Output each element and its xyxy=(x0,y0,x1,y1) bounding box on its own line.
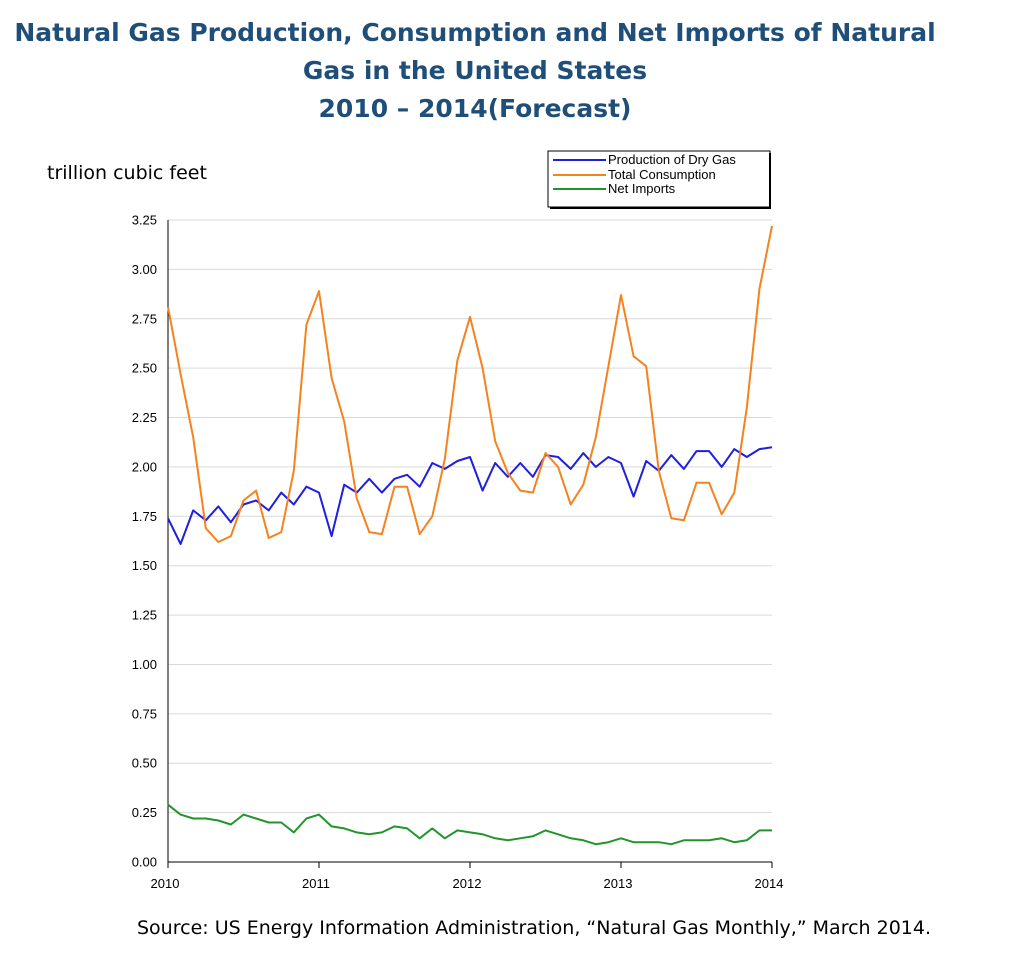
y-tick-labels: 0.00 0.25 0.50 0.75 1.00 1.25 1.50 1.75 2.00 2.25… xyxy=(132,213,157,870)
y-tick-label: 0.25 xyxy=(132,805,157,820)
y-tick-label: 1.25 xyxy=(132,608,157,623)
axes xyxy=(167,220,773,868)
title-line-2: Gas in the United States xyxy=(302,56,648,85)
legend-label: Net Imports xyxy=(608,181,676,196)
consumption-line xyxy=(167,225,773,543)
series-lines xyxy=(167,225,773,846)
x-tick-label: 2011 xyxy=(302,876,330,891)
title-line-1: Natural Gas Production, Consumption and … xyxy=(14,18,936,47)
y-tick-label: 3.25 xyxy=(132,213,157,228)
x-tick-label: 2014 xyxy=(755,876,784,891)
y-tick-label: 3.00 xyxy=(132,262,157,277)
title-line-3: 2010 – 2014(Forecast) xyxy=(318,94,632,123)
y-tick-label: 1.00 xyxy=(132,657,157,672)
source-note: Source: US Energy Information Administra… xyxy=(137,917,932,939)
y-tick-label: 1.75 xyxy=(132,509,157,524)
x-tick-label: 2010 xyxy=(151,876,180,891)
production-line xyxy=(167,446,773,545)
y-tick-label: 2.50 xyxy=(132,361,157,376)
y-tick-label: 0.50 xyxy=(132,756,157,771)
x-tick-label: 2013 xyxy=(604,876,633,891)
y-tick-label: 2.75 xyxy=(132,311,157,326)
x-tick-label: 2012 xyxy=(453,876,482,891)
legend-label: Total Consumption xyxy=(608,167,716,182)
x-tick-labels: 2010 2011 2012 2013 2014 xyxy=(151,876,784,891)
y-tick-label: 2.00 xyxy=(132,459,157,474)
y-tick-label: 0.00 xyxy=(132,855,157,870)
chart-title: Natural Gas Production, Consumption and … xyxy=(0,14,950,128)
y-tick-label: 1.50 xyxy=(132,558,157,573)
y-tick-label: 2.25 xyxy=(132,410,157,425)
y-tick-label: 0.75 xyxy=(132,706,157,721)
imports-line xyxy=(167,803,772,846)
y-axis-label: trillion cubic feet xyxy=(47,162,207,184)
legend-label: Production of Dry Gas xyxy=(608,152,736,167)
